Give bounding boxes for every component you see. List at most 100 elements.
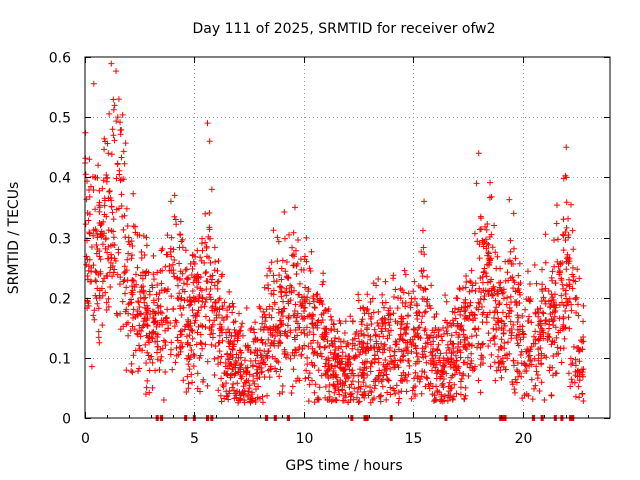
data-point — [505, 339, 512, 346]
data-point — [209, 276, 216, 283]
data-point — [307, 340, 314, 347]
data-point — [465, 340, 472, 347]
data-point — [356, 398, 363, 405]
data-point — [118, 202, 125, 209]
data-point — [154, 319, 161, 326]
data-point — [149, 335, 156, 342]
data-point — [126, 241, 133, 248]
data-point — [212, 343, 219, 350]
data-point — [504, 269, 511, 276]
data-point — [90, 80, 97, 87]
data-point-outlier — [421, 198, 428, 205]
data-point — [386, 332, 393, 339]
data-point — [532, 310, 539, 317]
data-point — [479, 237, 486, 244]
data-point — [463, 272, 470, 279]
data-point — [453, 294, 460, 301]
data-point — [211, 282, 218, 289]
data-point — [372, 331, 379, 338]
data-point — [130, 278, 137, 285]
data-point — [118, 191, 125, 198]
data-point — [171, 213, 178, 220]
data-point — [215, 361, 222, 368]
data-point — [185, 318, 192, 325]
data-point — [421, 348, 428, 355]
data-point — [507, 293, 514, 300]
data-point — [257, 326, 264, 333]
data-point — [329, 342, 336, 349]
data-point — [498, 336, 505, 343]
data-point — [105, 227, 112, 234]
data-point — [94, 246, 101, 253]
data-point — [87, 183, 94, 190]
data-point — [419, 313, 426, 320]
data-point — [104, 249, 111, 256]
data-point — [551, 237, 558, 244]
data-point — [281, 208, 288, 215]
x-tick-label: 5 — [190, 431, 199, 447]
data-point — [331, 326, 338, 333]
data-point — [293, 318, 300, 325]
data-point — [176, 290, 183, 297]
data-point — [268, 314, 275, 321]
data-point — [484, 220, 491, 227]
data-point — [301, 342, 308, 349]
data-point — [309, 362, 316, 369]
data-point — [331, 389, 338, 396]
data-point — [556, 267, 563, 274]
data-point — [275, 324, 282, 331]
data-point — [229, 300, 236, 307]
data-point — [167, 319, 174, 326]
data-point — [323, 329, 330, 336]
data-point — [155, 295, 162, 302]
data-point — [225, 326, 232, 333]
data-point — [306, 300, 313, 307]
data-point — [565, 370, 572, 377]
data-point — [434, 347, 441, 354]
data-point — [379, 315, 386, 322]
data-point — [492, 308, 499, 315]
data-point — [377, 398, 384, 405]
data-point — [332, 334, 339, 341]
data-point — [361, 388, 368, 395]
data-point — [303, 234, 310, 241]
data-point — [390, 272, 397, 279]
data-point — [279, 257, 286, 264]
data-point — [82, 221, 89, 228]
data-point-outlier — [475, 150, 482, 157]
data-point — [237, 347, 244, 354]
data-point — [478, 225, 485, 232]
data-point — [206, 291, 213, 298]
data-point — [244, 392, 251, 399]
data-point — [409, 387, 416, 394]
data-point — [519, 312, 526, 319]
data-point — [353, 329, 360, 336]
data-point — [508, 335, 515, 342]
data-point — [309, 377, 316, 384]
data-point — [488, 231, 495, 238]
data-point — [287, 355, 294, 362]
data-point — [180, 377, 187, 384]
data-point — [495, 325, 502, 332]
data-point — [475, 377, 482, 384]
data-point — [304, 332, 311, 339]
data-point — [487, 363, 494, 370]
data-point — [552, 307, 559, 314]
data-point — [542, 259, 549, 266]
data-point — [349, 390, 356, 397]
data-point — [471, 230, 478, 237]
data-point — [393, 341, 400, 348]
data-point — [138, 249, 145, 256]
data-point — [218, 353, 225, 360]
data-point-outlier — [432, 396, 438, 403]
data-point — [232, 329, 239, 336]
data-point — [457, 323, 464, 330]
data-point — [316, 384, 323, 391]
data-point — [203, 296, 210, 303]
data-point — [353, 394, 360, 401]
data-point — [348, 370, 355, 377]
data-point — [442, 292, 449, 299]
data-point — [128, 360, 135, 367]
data-point — [551, 339, 558, 346]
data-point — [273, 357, 280, 364]
